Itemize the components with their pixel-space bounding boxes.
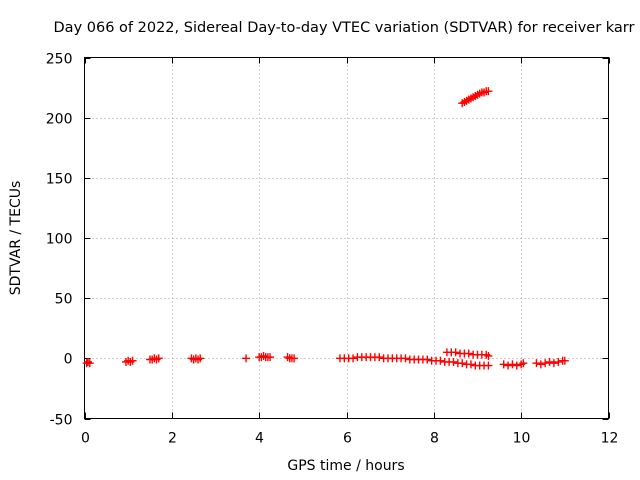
data-point bbox=[449, 357, 458, 366]
y-tick-label: 250 bbox=[46, 52, 73, 68]
data-point bbox=[541, 359, 550, 368]
data-point bbox=[85, 359, 94, 368]
y-tick-label: 100 bbox=[46, 232, 73, 248]
x-tick-label: 8 bbox=[430, 431, 439, 447]
data-point bbox=[375, 353, 384, 362]
data-point bbox=[401, 354, 410, 363]
data-point bbox=[512, 361, 521, 370]
data-point bbox=[508, 360, 517, 369]
chart-title: Day 066 of 2022, Sidereal Day-to-day VTE… bbox=[54, 20, 635, 36]
x-tick-label: 0 bbox=[81, 431, 90, 447]
data-point bbox=[290, 354, 299, 363]
y-axis-label: SDTVAR / TECUs bbox=[8, 181, 24, 296]
data-point bbox=[484, 351, 493, 360]
y-tick-label: 200 bbox=[46, 112, 73, 128]
data-point bbox=[83, 357, 92, 366]
x-tick-label: 4 bbox=[255, 431, 264, 447]
x-tick-label: 12 bbox=[601, 431, 619, 447]
data-point bbox=[484, 87, 493, 96]
data-point bbox=[554, 357, 563, 366]
data-point bbox=[484, 361, 493, 370]
data-point bbox=[549, 359, 558, 368]
y-tick-label: -50 bbox=[50, 413, 73, 429]
data-point bbox=[266, 353, 275, 362]
y-axis-tick-labels: -50 0 50 100 150 200 250 bbox=[46, 52, 73, 429]
x-axis-label: GPS time / hours bbox=[287, 458, 404, 474]
y-tick-label: 150 bbox=[46, 172, 73, 188]
data-point bbox=[536, 360, 545, 369]
data-point bbox=[519, 359, 528, 368]
data-point bbox=[545, 357, 554, 366]
y-tick-label: 50 bbox=[55, 292, 73, 308]
data-points bbox=[82, 87, 569, 370]
plot-frame bbox=[84, 57, 609, 419]
data-point bbox=[466, 360, 475, 369]
data-point bbox=[499, 360, 508, 369]
x-tick-label: 6 bbox=[343, 431, 352, 447]
data-point bbox=[242, 354, 251, 363]
data-point bbox=[451, 348, 460, 357]
data-point bbox=[560, 356, 569, 365]
axis-ticks bbox=[84, 57, 610, 420]
data-point bbox=[436, 356, 445, 365]
x-tick-label: 10 bbox=[513, 431, 531, 447]
x-tick-label: 2 bbox=[168, 431, 177, 447]
data-point bbox=[349, 354, 358, 363]
data-point bbox=[423, 355, 432, 364]
data-point bbox=[504, 361, 513, 370]
data-point bbox=[532, 359, 541, 368]
grid-lines bbox=[84, 57, 609, 419]
data-point bbox=[154, 354, 163, 363]
data-point bbox=[464, 349, 473, 358]
data-point bbox=[458, 359, 467, 368]
data-point bbox=[196, 354, 205, 363]
x-axis-tick-labels: 0 2 4 6 8 10 12 bbox=[81, 431, 618, 447]
y-tick-label: 0 bbox=[64, 352, 73, 368]
data-point bbox=[128, 356, 137, 365]
